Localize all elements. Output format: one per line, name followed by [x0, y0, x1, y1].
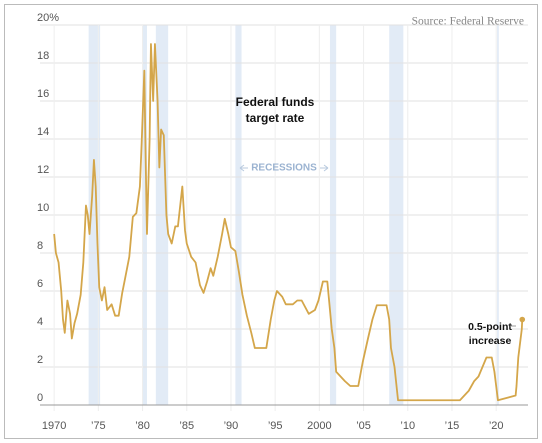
y-tick-label: 16	[37, 88, 49, 100]
y-tick-label: 10	[37, 202, 49, 214]
x-tick-label: 2000	[307, 420, 331, 432]
y-tick-label: 14	[37, 126, 49, 138]
x-tick-label: ’20	[489, 420, 504, 432]
end-label: increase	[469, 335, 512, 347]
x-tick-label: ’15	[445, 420, 460, 432]
arrow-head	[239, 164, 245, 172]
y-tick-label: 2	[37, 354, 43, 366]
y-tick-label: 0	[37, 392, 43, 404]
arrow-head	[323, 164, 329, 172]
series-label: Federal funds	[236, 95, 315, 109]
x-tick-label: ’05	[356, 420, 371, 432]
end-label: 0.5-point	[468, 321, 512, 333]
x-tick-label: ’75	[91, 420, 106, 432]
rate-line	[53, 43, 524, 402]
y-tick-label: 6	[37, 278, 43, 290]
y-tick-label: 8	[37, 240, 43, 252]
end-point	[519, 316, 526, 323]
y-tick-label: 18	[37, 50, 49, 62]
x-tick-label: ’10	[400, 420, 415, 432]
x-tick-label: ’90	[224, 420, 239, 432]
y-tick-label: 4	[37, 316, 43, 328]
x-tick-label: ’95	[268, 420, 283, 432]
frame	[4, 4, 538, 439]
y-tick-label: 12	[37, 164, 49, 176]
recessions-label: RECESSIONS	[251, 163, 317, 174]
x-tick-label: ’85	[179, 420, 194, 432]
y-tick-label: 20%	[37, 12, 59, 24]
x-tick-label: 1970	[42, 420, 66, 432]
source: Source: Federal Reserve	[412, 16, 524, 28]
series-label: target rate	[246, 111, 305, 125]
x-tick-label: ’80	[135, 420, 150, 432]
